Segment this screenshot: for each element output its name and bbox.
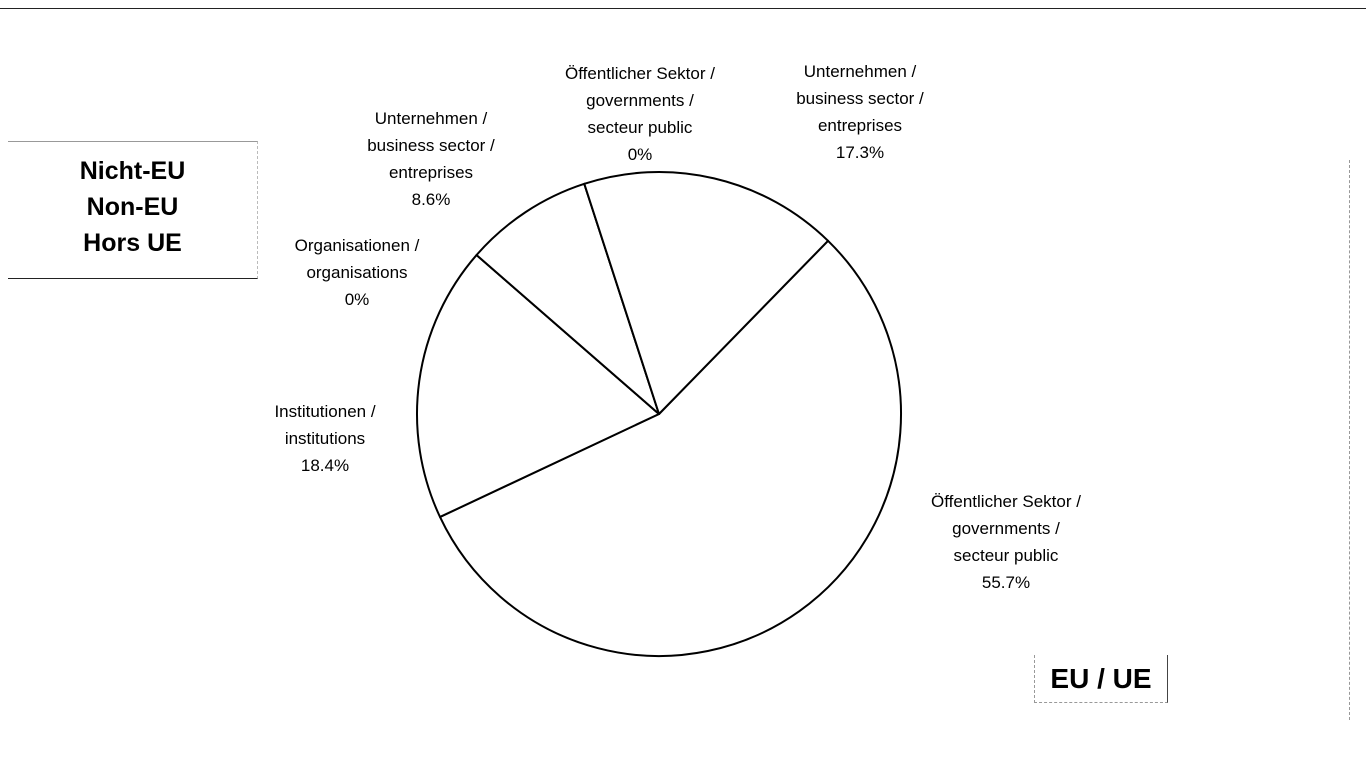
slice-label: Organisationen / organisations 0% <box>247 232 467 313</box>
top-rule <box>0 8 1366 9</box>
pie-slice <box>439 239 903 657</box>
slice-name-label: secteur public <box>587 118 693 137</box>
slice-name-label: institutions <box>284 429 366 448</box>
slice-name-label: Institutionen / <box>274 402 376 421</box>
slice-label: Unternehmen / business sector / entreprise… <box>750 58 970 166</box>
eu-label-box: EU / UE <box>1034 655 1168 703</box>
slice-value-label: 17.3% <box>835 143 885 162</box>
slice-name-label: entreprises <box>817 116 903 135</box>
slice-name-label: Unternehmen / <box>803 62 917 81</box>
slice-label: Öffentlicher Sektor / governments / secteu… <box>530 60 750 168</box>
slice-label: Unternehmen / business sector / entreprise… <box>321 105 541 213</box>
slice-value-label: 18.4% <box>300 456 350 475</box>
non-eu-label-fr: Hors UE <box>83 229 182 257</box>
slice-name-label: Organisationen / <box>294 236 420 255</box>
slice-name-label: Unternehmen / <box>374 109 488 128</box>
slice-name-label: governments / <box>952 519 1060 538</box>
slice-name-label: Öffentlicher Sektor / <box>931 492 1081 511</box>
slice-label: Institutionen / institutions 18.4% <box>215 398 435 479</box>
pie-slice <box>475 182 660 415</box>
slice-name-label: business sector / <box>367 136 495 155</box>
slice-name-label: organisations <box>306 263 408 282</box>
non-eu-label-box: Nicht-EU Non-EU Hors UE <box>8 141 258 279</box>
slice-name-label: governments / <box>586 91 694 110</box>
non-eu-label-de: Nicht-EU <box>79 157 186 185</box>
slice-value-label: 55.7% <box>981 573 1031 592</box>
pie-slice <box>416 254 660 518</box>
pie-slice <box>583 171 830 415</box>
eu-label: EU / UE <box>1050 663 1152 694</box>
non-eu-label-en: Non-EU <box>86 193 179 221</box>
slice-name-label: secteur public <box>953 546 1059 565</box>
slice-name-label: Öffentlicher Sektor / <box>565 64 715 83</box>
slice-value-label: 0% <box>344 290 370 309</box>
slice-name-label: business sector / <box>796 89 924 108</box>
slice-value-label: 0% <box>627 145 653 164</box>
slice-name-label: entreprises <box>388 163 474 182</box>
slice-label: Öffentlicher Sektor / governments / secteu… <box>896 488 1116 596</box>
slice-value-label: 8.6% <box>411 190 451 209</box>
right-edge-rule <box>1349 160 1350 720</box>
